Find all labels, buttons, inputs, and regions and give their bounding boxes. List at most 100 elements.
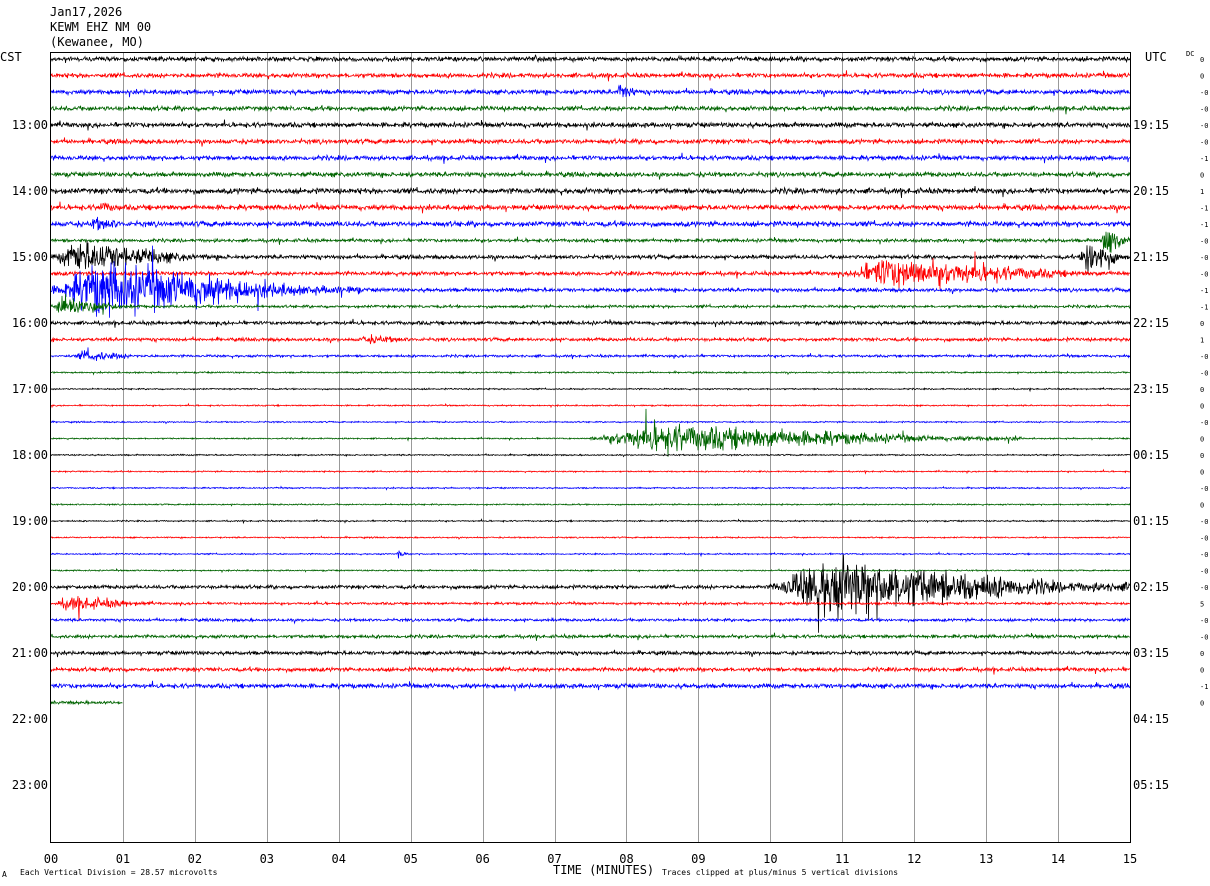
- dc-offset-label: -0: [1200, 419, 1208, 427]
- left-hour-labels: 13:00 14:00 15:00 16:00 17:00 18:00 19:00 20:00…: [12, 118, 48, 792]
- trace-line: [51, 419, 1131, 425]
- right-hour-labels: 19:15 20:15 21:15 22:15 23:15 00:15 01:15 02:15…: [1133, 118, 1169, 792]
- x-tick-label: 11: [835, 852, 849, 866]
- x-tick-label: 15: [1123, 852, 1137, 866]
- dc-offset-label: 0: [1200, 502, 1204, 510]
- x-tick-label: 14: [1051, 852, 1065, 866]
- trace-line: [50, 699, 123, 706]
- left-hour-label: 14:00: [12, 184, 48, 198]
- x-tick-label: 03: [260, 852, 274, 866]
- right-hour-label: 23:15: [1133, 382, 1169, 396]
- trace-line: [50, 408, 1131, 457]
- clip-note: Traces clipped at plus/minus 5 vertical …: [662, 868, 898, 877]
- trace-line: [50, 680, 1131, 692]
- left-hour-label: 23:00: [12, 778, 48, 792]
- dc-offset-label: -0: [1200, 89, 1208, 97]
- trace-line: [50, 402, 1131, 409]
- plot-frame: [50, 52, 1131, 843]
- dc-offset-label: 0: [1200, 469, 1204, 477]
- dc-offset-label: -0: [1200, 485, 1208, 493]
- dc-offset-label: -1: [1200, 304, 1208, 312]
- dc-offset-label: 0: [1200, 73, 1204, 81]
- trace-line: [50, 185, 1131, 199]
- trace-line: [50, 201, 1131, 214]
- dc-offset-label: -0: [1200, 254, 1208, 262]
- x-tick-label: 01: [116, 852, 130, 866]
- dc-offset-label: 1: [1200, 188, 1204, 196]
- dc-offset-label: -1: [1200, 221, 1208, 229]
- trace-line: [50, 649, 1131, 658]
- x-tick-label: 08: [619, 852, 633, 866]
- trace-line: [50, 535, 1131, 540]
- dc-offset-label: -0: [1200, 634, 1208, 642]
- dc-offset-label: -0: [1200, 139, 1208, 147]
- right-hour-label: 02:15: [1133, 580, 1169, 594]
- x-tick-label: 05: [403, 852, 417, 866]
- trace-line: [50, 231, 1131, 253]
- left-hour-label: 18:00: [12, 448, 48, 462]
- x-tick-label: 07: [547, 852, 561, 866]
- trace-line: [50, 595, 1131, 622]
- dc-offset-label: 5: [1200, 601, 1204, 609]
- trace-line: [50, 452, 1131, 458]
- dc-offset-label: -1: [1200, 205, 1208, 213]
- trace-line: [50, 318, 1131, 328]
- left-hour-label: 22:00: [12, 712, 48, 726]
- trace-line: [50, 152, 1131, 164]
- trace-line: [50, 502, 1131, 507]
- trace-line: [50, 369, 1131, 376]
- trace-line: [50, 54, 1131, 64]
- trace-line: [50, 84, 1131, 98]
- x-tick-label: 00: [44, 852, 58, 866]
- x-tick-label: 04: [332, 852, 346, 866]
- trace-line: [50, 245, 1131, 318]
- right-hour-label: 22:15: [1133, 316, 1169, 330]
- trace-line: [50, 616, 1131, 625]
- dc-offset-label: -1: [1200, 683, 1208, 691]
- right-hour-label: 20:15: [1133, 184, 1169, 198]
- right-hour-label: 00:15: [1133, 448, 1169, 462]
- grid-lines: [123, 52, 1059, 842]
- right-hour-label: 03:15: [1133, 646, 1169, 660]
- trace-line: [50, 518, 1131, 525]
- dc-offset-label: -0: [1200, 518, 1208, 526]
- left-hour-label: 19:00: [12, 514, 48, 528]
- dc-offset-label: -0: [1200, 535, 1208, 543]
- dc-offset-label: 0: [1200, 436, 1204, 444]
- x-tick-label: 13: [979, 852, 993, 866]
- left-hour-label: 17:00: [12, 382, 48, 396]
- dc-offset-label: 0: [1200, 320, 1204, 328]
- dc-offset-label: 0: [1200, 700, 1204, 708]
- trace-line: [50, 567, 1131, 574]
- trace-line: [50, 70, 1131, 82]
- dc-offset-label: 0: [1200, 650, 1204, 658]
- trace-line: [50, 240, 1131, 275]
- trace-line: [50, 119, 1131, 131]
- trace-line: [50, 632, 1131, 641]
- dc-offset-label: -0: [1200, 584, 1208, 592]
- dc-offset-label: 0: [1200, 667, 1204, 675]
- trace-line: [50, 334, 1131, 345]
- right-hour-label: 19:15: [1133, 118, 1169, 132]
- dc-offset-label: 0: [1200, 172, 1204, 180]
- x-axis-title: TIME (MINUTES): [553, 863, 654, 877]
- dc-offset-label: 0: [1200, 56, 1204, 64]
- left-hour-label: 20:00: [12, 580, 48, 594]
- dc-offset-label: -0: [1200, 353, 1208, 361]
- dc-offset-label: -0: [1200, 617, 1208, 625]
- x-tick-label: 09: [691, 852, 705, 866]
- trace-line: [50, 170, 1131, 180]
- left-timezone-label: CST: [0, 50, 22, 64]
- dc-offset-label: -0: [1200, 271, 1208, 279]
- x-tick-label: 06: [475, 852, 489, 866]
- right-hour-label: 21:15: [1133, 250, 1169, 264]
- right-timezone-label: UTC: [1145, 50, 1167, 64]
- trace-line: [50, 216, 1131, 231]
- dc-offset-label: 1: [1200, 337, 1204, 345]
- left-hour-label: 13:00: [12, 118, 48, 132]
- station-label: KEWM EHZ NM 00: [50, 20, 151, 34]
- trace-line: [50, 550, 1131, 559]
- dc-offset-label: 0: [1200, 452, 1204, 460]
- right-hour-label: 05:15: [1133, 778, 1169, 792]
